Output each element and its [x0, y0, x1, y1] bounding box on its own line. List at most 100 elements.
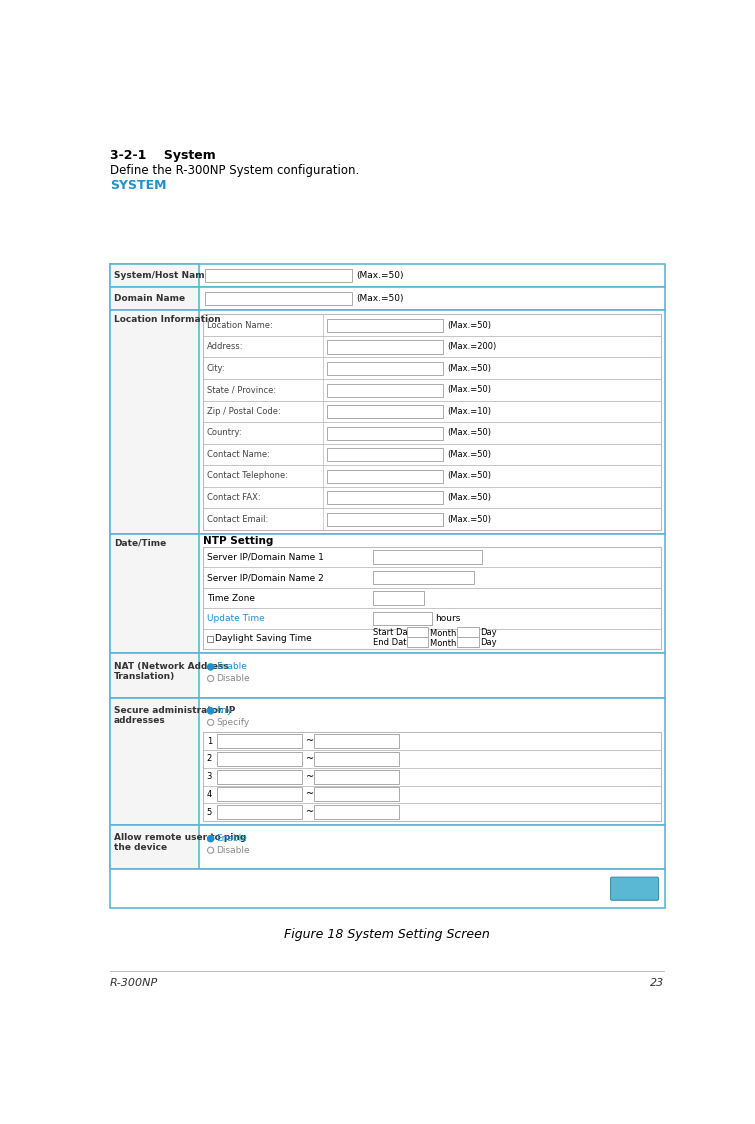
- Text: 10 ▾: 10 ▾: [408, 637, 424, 646]
- Bar: [110, 825, 664, 870]
- Bar: [374, 550, 482, 564]
- Bar: [203, 547, 661, 650]
- Text: (Max.=200): (Max.=200): [447, 342, 496, 351]
- Text: Enable: Enable: [216, 662, 247, 671]
- FancyBboxPatch shape: [611, 877, 658, 900]
- Text: (Max.=50): (Max.=50): [447, 515, 491, 524]
- Bar: [207, 636, 213, 642]
- Circle shape: [208, 664, 214, 670]
- Text: (Max.=50): (Max.=50): [356, 271, 404, 280]
- Text: Location Name:: Location Name:: [207, 320, 273, 329]
- Bar: [110, 264, 199, 288]
- Bar: [327, 470, 443, 483]
- Bar: [313, 805, 399, 819]
- Text: (Max.=50): (Max.=50): [447, 364, 491, 373]
- Text: (Max.=50): (Max.=50): [447, 471, 491, 480]
- Text: (Max.=50): (Max.=50): [447, 493, 491, 502]
- Text: Define the R-300NP System configuration.: Define the R-300NP System configuration.: [110, 164, 359, 176]
- Text: Translation): Translation): [114, 672, 175, 681]
- Bar: [313, 752, 399, 765]
- Text: 1 ▾: 1 ▾: [458, 627, 470, 636]
- Text: 24: 24: [376, 614, 387, 623]
- Text: Allow remote user to ping: Allow remote user to ping: [114, 833, 246, 842]
- Text: ~: ~: [306, 736, 314, 746]
- Circle shape: [208, 676, 214, 681]
- Text: Zip / Postal Code:: Zip / Postal Code:: [207, 407, 281, 416]
- Text: Location Information: Location Information: [114, 315, 220, 324]
- Text: hours: hours: [436, 614, 461, 623]
- Bar: [217, 788, 302, 801]
- Bar: [313, 770, 399, 783]
- Circle shape: [208, 708, 214, 714]
- Bar: [457, 627, 479, 637]
- Text: ~: ~: [306, 772, 314, 781]
- Text: 3-2-1    System: 3-2-1 System: [110, 149, 216, 162]
- Bar: [217, 734, 302, 749]
- Text: (Max.=50): (Max.=50): [447, 450, 491, 459]
- Bar: [327, 341, 443, 354]
- Bar: [327, 427, 443, 439]
- Bar: [110, 653, 199, 698]
- Text: Month /: Month /: [430, 638, 462, 647]
- Text: (Max.=50): (Max.=50): [447, 428, 491, 437]
- Bar: [327, 513, 443, 526]
- Text: Start Date:: Start Date:: [374, 628, 419, 637]
- Bar: [110, 288, 199, 310]
- Text: (Max.=50): (Max.=50): [447, 320, 491, 329]
- Circle shape: [208, 719, 214, 725]
- Text: (Max.=10): (Max.=10): [447, 407, 491, 416]
- Text: the device: the device: [114, 843, 167, 852]
- Bar: [110, 264, 664, 288]
- Bar: [110, 870, 664, 908]
- Bar: [327, 448, 443, 461]
- Bar: [327, 491, 443, 505]
- Bar: [327, 405, 443, 418]
- Text: ~: ~: [306, 789, 314, 799]
- Text: 23: 23: [650, 978, 664, 988]
- Text: SYSTEM: SYSTEM: [110, 179, 166, 192]
- Text: 31 ▾: 31 ▾: [458, 637, 474, 646]
- Bar: [407, 636, 428, 647]
- Bar: [327, 319, 443, 332]
- Circle shape: [208, 835, 214, 842]
- Text: ~: ~: [306, 754, 314, 764]
- Bar: [203, 733, 661, 821]
- Text: Day: Day: [480, 638, 497, 647]
- Bar: [313, 788, 399, 801]
- Text: 4: 4: [207, 790, 212, 799]
- Bar: [110, 825, 199, 870]
- Text: Disable: Disable: [216, 845, 250, 854]
- Text: Enable: Enable: [216, 834, 247, 843]
- Text: www.nist.gov: www.nist.gov: [376, 573, 436, 582]
- Text: GMT: GMT: [376, 593, 396, 602]
- Bar: [457, 636, 479, 647]
- Text: Specify: Specify: [216, 718, 249, 727]
- Bar: [374, 571, 474, 584]
- Text: (Max.=50): (Max.=50): [356, 294, 404, 303]
- Text: Any: Any: [216, 706, 233, 715]
- Text: Domain Name: Domain Name: [114, 294, 185, 303]
- Text: Contact Telephone:: Contact Telephone:: [207, 471, 288, 480]
- Text: 1: 1: [207, 736, 212, 745]
- Bar: [407, 627, 428, 637]
- Text: System/Host Name: System/Host Name: [114, 271, 211, 280]
- Bar: [110, 653, 664, 698]
- Text: Address:: Address:: [207, 342, 243, 351]
- Text: Month /: Month /: [430, 628, 462, 637]
- Bar: [110, 288, 664, 310]
- Text: Figure 18 System Setting Screen: Figure 18 System Setting Screen: [284, 928, 490, 942]
- Text: State / Province:: State / Province:: [207, 386, 276, 395]
- Text: Disable: Disable: [216, 674, 250, 683]
- Text: Day: Day: [480, 628, 497, 637]
- Text: ▾: ▾: [395, 593, 399, 602]
- Text: Secure administrator IP: Secure administrator IP: [114, 706, 235, 715]
- Text: 5: 5: [207, 808, 212, 817]
- Text: NAT (Network Address: NAT (Network Address: [114, 662, 229, 671]
- Bar: [217, 752, 302, 765]
- Bar: [327, 383, 443, 397]
- Text: ~: ~: [306, 807, 314, 817]
- Text: time.nist.gov: time.nist.gov: [376, 553, 436, 562]
- Text: (Max.=50): (Max.=50): [447, 386, 491, 395]
- Bar: [374, 591, 424, 605]
- Circle shape: [208, 847, 214, 853]
